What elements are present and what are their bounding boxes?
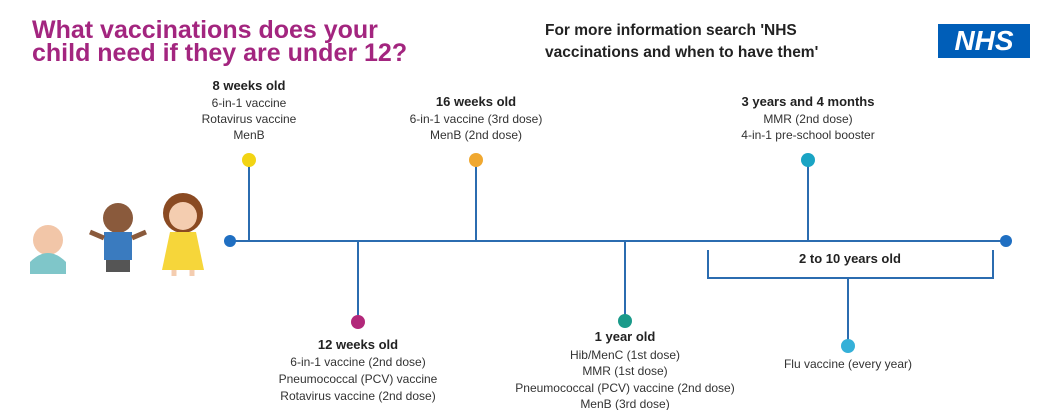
info: vaccinations and when to have them'	[545, 44, 818, 61]
milestone-item: MenB	[233, 128, 264, 142]
range-item: Flu vaccine (every year)	[784, 357, 912, 371]
milestone-title: 1 year old	[595, 329, 656, 344]
timeline-end	[224, 235, 236, 247]
milestone-item: Rotavirus vaccine	[202, 112, 297, 126]
milestone-title: 16 weeks old	[436, 94, 516, 109]
milestone-item: MMR (2nd dose)	[763, 112, 852, 126]
milestone-item: 6-in-1 vaccine (2nd dose)	[290, 355, 425, 369]
milestone-title: 8 weeks old	[213, 78, 286, 93]
milestone-item: MMR (1st dose)	[582, 364, 667, 378]
dot	[242, 153, 256, 167]
info: For more information search 'NHS	[545, 22, 797, 39]
milestone-item: Hib/MenC (1st dose)	[570, 348, 680, 362]
milestone-item: 6-in-1 vaccine	[212, 96, 287, 110]
dot	[469, 153, 483, 167]
milestone-title: 3 years and 4 months	[742, 94, 875, 109]
children-illustration	[30, 193, 204, 276]
timeline-end	[1000, 235, 1012, 247]
milestone-item: Pneumococcal (PCV) vaccine	[279, 372, 438, 386]
milestone-item: Rotavirus vaccine (2nd dose)	[280, 389, 435, 403]
range-title: 2 to 10 years old	[799, 251, 901, 266]
infographic: What vaccinations does your child need i…	[0, 0, 1040, 410]
dot	[351, 315, 365, 329]
title: child need if they are under 12?	[32, 39, 407, 67]
dot	[841, 339, 855, 353]
dot	[801, 153, 815, 167]
dot	[618, 314, 632, 328]
logo: NHS	[954, 25, 1013, 56]
milestone-item: 4-in-1 pre-school booster	[741, 128, 874, 142]
milestone-item: 6-in-1 vaccine (3rd dose)	[410, 112, 543, 126]
milestone-item: Pneumococcal (PCV) vaccine (2nd dose)	[515, 381, 734, 395]
milestone-title: 12 weeks old	[318, 337, 398, 352]
milestone-item: MenB (2nd dose)	[430, 128, 522, 142]
milestone-item: MenB (3rd dose)	[580, 397, 669, 410]
